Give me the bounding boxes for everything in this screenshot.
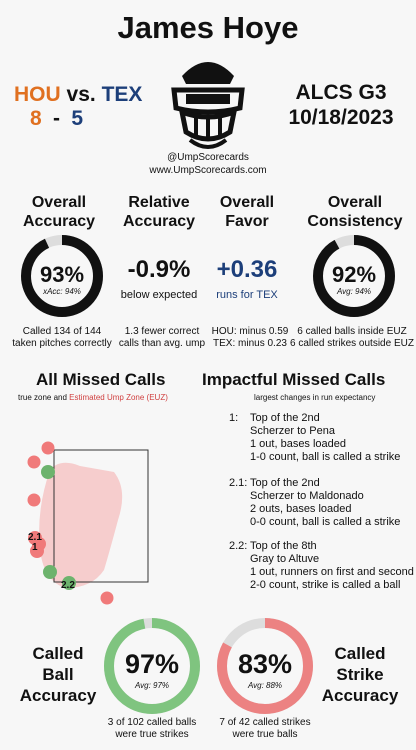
missed-call-label: 2.1 [28,532,42,543]
impact-item-3-num: 2.2: [229,540,248,552]
consistency-value: 92% [331,262,377,287]
accuracy-xacc: xAcc: 94% [43,287,81,296]
vs-text: vs. [66,83,96,106]
impactful-title: Impactful Missed Calls [202,370,386,389]
missed-call-label: 1 [32,542,38,553]
impact-item-1: Top of the 2nd Scherzer to Pena 1 out, b… [250,412,401,463]
impact-item-2: Top of the 2nd Scherzer to Maldonado 2 o… [250,477,401,528]
impactful-subtitle: largest changes in run expectancy [254,393,376,402]
missed-call-dot [30,544,44,558]
website: www.UmpScorecards.com [149,165,267,176]
missed-call-dot [43,565,57,579]
strike-accuracy-label: Called Strike Accuracy [321,644,399,705]
accuracy-ring [21,235,103,317]
away-team: TEX [101,83,143,106]
true-zone-box [53,449,149,583]
accuracy-title: Overall Accuracy [22,194,96,230]
zone-legend: true zone and Estimated Ump Zone (EUZ) [18,393,168,402]
ball-accuracy-ring [104,618,200,714]
missed-call-label: 2.2 [61,580,75,591]
series-label: ALCS G3 [295,81,387,104]
strike-accuracy-desc: 7 of 42 called strikes were true balls [219,717,311,740]
scoreline: 8 - 5 [30,107,130,131]
umpire-mask-logo [171,62,245,149]
missed-call-dot [27,455,41,469]
missed-call-dot [41,465,55,479]
favor-value: +0.36 [216,256,278,283]
relative-desc: 1.3 fewer correct calls than avg. ump [118,326,206,349]
missed-call-dot [62,576,76,590]
legend-true-zone: true zone and [18,393,67,402]
consistency-avg: Avg: 94% [336,287,372,296]
strike-accuracy-ring [217,618,313,714]
consistency-title: Overall Consistency [307,194,403,230]
ball-accuracy-value: 97% [124,649,180,679]
ball-accuracy-label: Called Ball Accuracy [19,644,97,705]
missed-call-dot [41,441,55,455]
euz-shape [39,462,123,588]
relative-accuracy-title: Relative Accuracy [122,194,196,230]
home-team: HOU [14,83,61,106]
impact-item-1-num: 1: [229,412,239,424]
missed-calls-title: All Missed Calls [36,370,166,389]
strike-accuracy-avg: Avg: 88% [247,681,283,690]
accuracy-value: 93% [39,262,85,287]
twitter-handle: @UmpScorecards [167,152,249,163]
legend-euz: Estimated Ump Zone (EUZ) [69,393,168,402]
relative-value: -0.9% [127,256,191,283]
strike-accuracy-value: 83% [237,649,293,679]
home-score: 8 [30,107,42,130]
impact-item-2-num: 2.1: [229,477,248,489]
favor-desc: HOU: minus 0.59 TEX: minus 0.23 [211,326,289,349]
impact-item-3: Top of the 8th Gray to Altuve 1 out, run… [250,540,414,591]
accuracy-desc: Called 134 of 144 taken pitches correctly [12,326,112,349]
strike-zone-plot: 2.1 1 2.2 [27,441,149,605]
missed-call-dot [100,591,114,605]
matchup: HOU vs. TEX [14,83,142,107]
consistency-ring [313,235,395,317]
favor-sub: runs for TEX [216,289,278,301]
relative-sub: below expected [120,289,198,301]
umpire-name: James Hoye [117,10,299,45]
ball-accuracy-avg: Avg: 97% [134,681,170,690]
score-dash: - [53,107,61,130]
favor-title: Overall Favor [219,194,275,230]
game-date: 10/18/2023 [288,106,394,129]
missed-call-dot [27,493,41,507]
consistency-desc: 6 called balls inside EUZ 6 called strike… [290,326,414,349]
away-score: 5 [71,107,84,130]
ball-accuracy-desc: 3 of 102 called balls were true strikes [107,717,197,740]
